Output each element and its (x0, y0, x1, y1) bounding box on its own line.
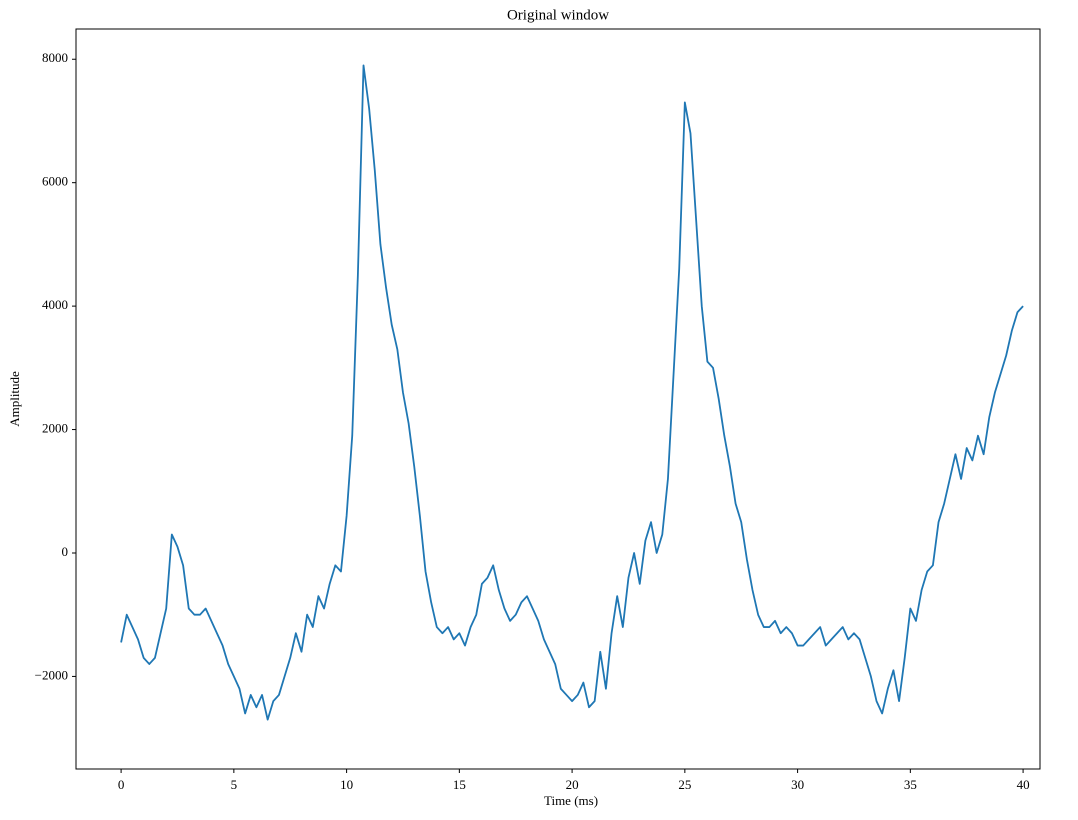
y-tick-label: 8000 (42, 50, 68, 65)
x-tick-label: 0 (118, 777, 125, 792)
x-tick-label: 30 (791, 777, 804, 792)
x-tick-label: 35 (904, 777, 917, 792)
chart-title: Original window (507, 7, 609, 23)
x-tick-label: 5 (231, 777, 238, 792)
x-tick-label: 15 (453, 777, 466, 792)
y-tick-label: 6000 (42, 174, 68, 189)
x-tick-label: 25 (678, 777, 691, 792)
plot-frame (75, 28, 1041, 770)
y-tick-label: −2000 (35, 667, 68, 682)
y-tick-label: 0 (62, 544, 69, 559)
x-tick-label: 20 (566, 777, 579, 792)
x-tick-label: 10 (340, 777, 353, 792)
x-axis-label: Time (ms) (544, 793, 598, 808)
x-tick-label: 40 (1017, 777, 1030, 792)
y-axis-label: Amplitude (7, 371, 22, 427)
y-tick-label: 4000 (42, 297, 68, 312)
data-line (120, 64, 1024, 721)
y-tick-label: 2000 (42, 421, 68, 436)
